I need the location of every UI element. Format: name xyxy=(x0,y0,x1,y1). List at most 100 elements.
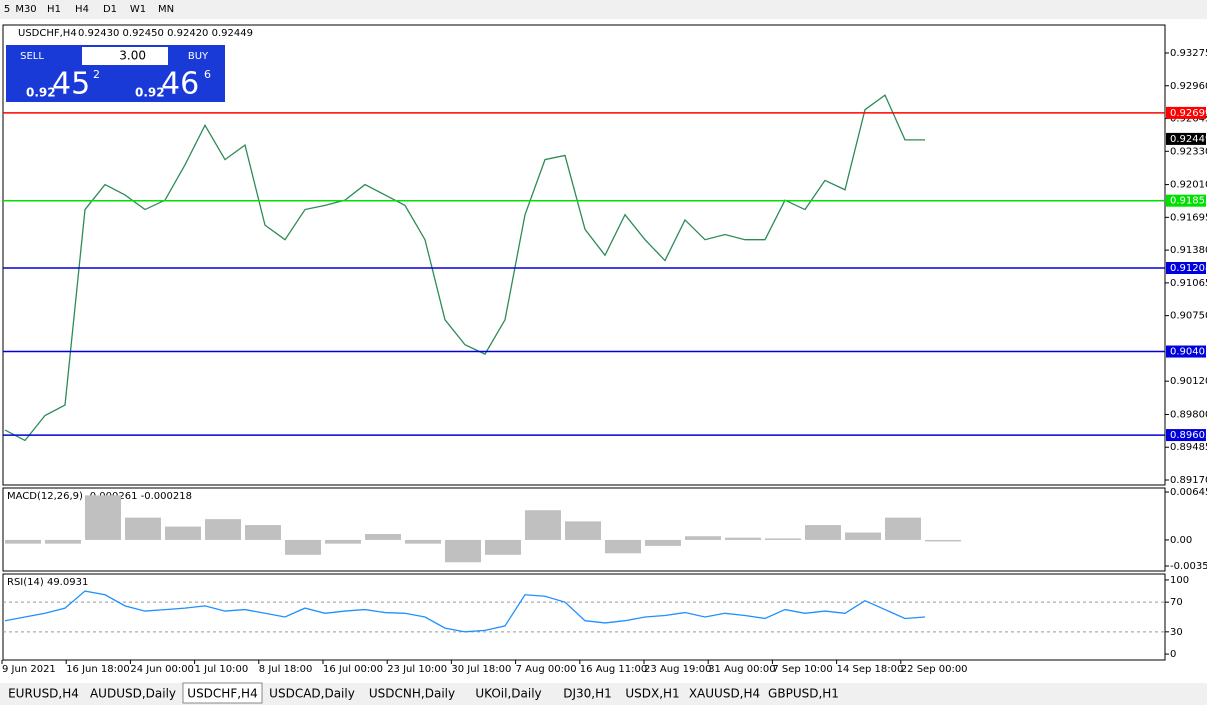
sell-button[interactable]: SELL xyxy=(20,51,44,62)
histogram-bar xyxy=(605,539,641,554)
y-tick-label: 0.006451 xyxy=(1170,487,1207,498)
time-label: 1 Jul 10:00 xyxy=(195,664,249,675)
price-line xyxy=(4,590,926,633)
y-tick-label: 0.00 xyxy=(1170,535,1192,546)
level-label: 0.89602 xyxy=(1170,430,1207,441)
histogram-bar xyxy=(365,533,401,540)
rsi-panel xyxy=(2,573,1166,661)
histogram-bar xyxy=(45,539,81,544)
tab[interactable]: UKOil,Daily xyxy=(475,687,541,701)
tab[interactable]: USDX,H1 xyxy=(625,687,679,701)
tab[interactable]: USDCAD,Daily xyxy=(269,687,355,701)
y-tick-label: 0.91695 xyxy=(1170,212,1207,223)
price-tag xyxy=(1166,132,1206,145)
time-label: 7 Sep 10:00 xyxy=(772,664,832,675)
tab[interactable]: DJ30,H1 xyxy=(563,687,612,701)
time-label: 8 Jul 18:00 xyxy=(259,664,313,675)
histogram-bar xyxy=(885,517,921,540)
ohlc: 0.92430 0.92450 0.92420 0.92449 xyxy=(78,28,253,39)
timeframe[interactable]: H1 xyxy=(47,4,61,15)
histogram-bar xyxy=(565,521,601,540)
y-tick-label: -0.003507 xyxy=(1170,561,1207,572)
buy-main: 46 xyxy=(161,67,199,102)
y-tick-label: 0 xyxy=(1170,649,1176,660)
histogram-bar xyxy=(245,525,281,540)
y-tick-label: 70 xyxy=(1170,597,1183,608)
level-label: 0.91855 xyxy=(1170,196,1207,207)
sell-sup: 2 xyxy=(93,68,100,81)
timeframe[interactable]: D1 xyxy=(103,4,117,15)
level-tag xyxy=(1166,194,1206,207)
time-label: 24 Jun 00:00 xyxy=(130,664,194,675)
tab[interactable]: XAUUSD,H4 xyxy=(689,687,760,701)
histogram-bar xyxy=(445,539,481,563)
time-label: 16 Aug 11:00 xyxy=(580,664,647,675)
lots-box xyxy=(82,47,168,65)
histogram-bar xyxy=(205,519,241,540)
y-tick-label: 0.92645 xyxy=(1170,114,1207,125)
timeframe[interactable]: 5 xyxy=(4,4,10,15)
toolbar xyxy=(0,0,1207,19)
histogram-bar xyxy=(85,495,121,540)
histogram-bar xyxy=(645,539,681,546)
time-label: 23 Aug 19:00 xyxy=(644,664,711,675)
tab-bar xyxy=(0,683,1207,705)
active-tab xyxy=(182,682,263,704)
level-tag xyxy=(1166,262,1206,275)
histogram-bar xyxy=(805,525,841,540)
y-tick-label: 0.89485 xyxy=(1170,442,1207,453)
histogram-bar xyxy=(485,539,521,555)
histogram-bar xyxy=(285,539,321,555)
timeframe[interactable]: MN xyxy=(158,4,174,15)
sell-big: 0.92 xyxy=(26,86,56,100)
current-price: 0.92449 xyxy=(1170,134,1207,145)
buy-big: 0.92 xyxy=(135,86,165,100)
buy-button[interactable]: BUY xyxy=(188,51,209,62)
y-tick-label: 0.91065 xyxy=(1170,278,1207,289)
y-tick-label: 30 xyxy=(1170,627,1183,638)
lots[interactable]: 3.00 xyxy=(119,49,146,63)
timeframe[interactable]: H4 xyxy=(75,4,89,15)
tab[interactable]: AUDUSD,Daily xyxy=(90,687,176,701)
time-label: 7 Aug 00:00 xyxy=(516,664,577,675)
level-label: 0.92699 xyxy=(1170,108,1207,119)
tab[interactable]: EURUSD,H4 xyxy=(8,687,79,701)
level-tag xyxy=(1166,345,1206,358)
histogram-bar xyxy=(125,517,161,540)
timeframe[interactable]: W1 xyxy=(130,4,146,15)
histogram-bar xyxy=(405,539,441,544)
level-label: 0.91208 xyxy=(1170,263,1207,274)
buy-sup: 6 xyxy=(204,68,211,81)
time-label: 23 Jul 10:00 xyxy=(387,664,447,675)
sell-main: 45 xyxy=(52,67,90,102)
level-label: 0.90405 xyxy=(1170,347,1207,358)
time-label: 30 Jul 18:00 xyxy=(451,664,511,675)
time-label: 9 Jun 2021 xyxy=(2,664,56,675)
histogram-bar xyxy=(765,538,801,540)
trade-panel: SELL BUY 3.00 0.92 45 2 0.92 46 6 xyxy=(6,45,225,102)
histogram-bar xyxy=(685,536,721,540)
level-tag xyxy=(1166,429,1206,442)
histogram-bar xyxy=(5,539,41,544)
time-label: 22 Sep 00:00 xyxy=(901,664,968,675)
histogram-bar xyxy=(165,526,201,540)
tab[interactable]: USDCHF,H4 xyxy=(187,687,257,701)
timeframe[interactable]: M30 xyxy=(15,4,36,15)
tab[interactable]: USDCNH,Daily xyxy=(369,687,455,701)
time-label: 14 Sep 18:00 xyxy=(837,664,904,675)
histogram-bar xyxy=(925,539,961,542)
price-line xyxy=(4,94,925,442)
histogram-bar xyxy=(525,510,561,540)
tab[interactable]: GBPUSD,H1 xyxy=(768,687,839,701)
symbol: USDCHF,H4 xyxy=(18,28,77,39)
time-label: 16 Jul 00:00 xyxy=(323,664,383,675)
